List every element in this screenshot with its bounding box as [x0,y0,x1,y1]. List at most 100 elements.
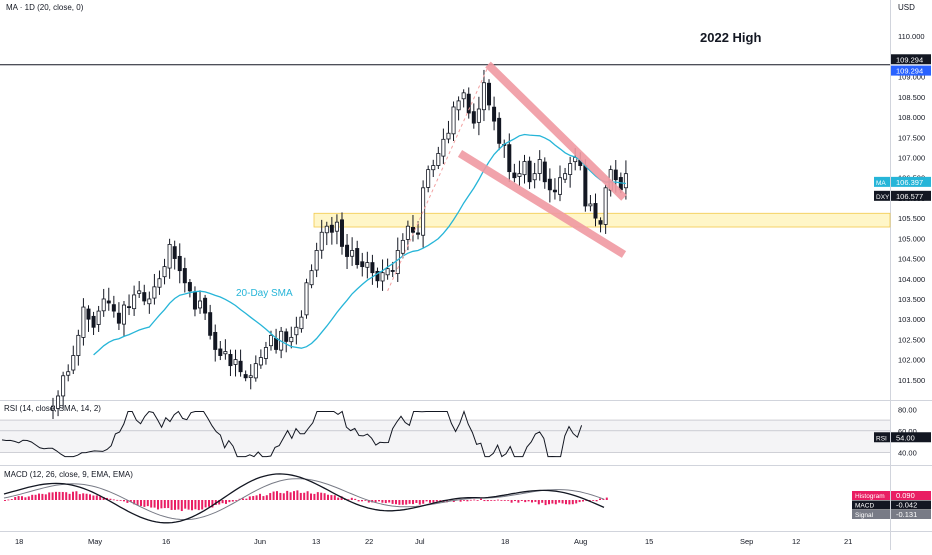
candle-body [471,111,476,124]
macd-histogram-bar [520,500,523,501]
candle-body [431,165,436,171]
candle-body [147,298,152,305]
macd-histogram-bar [123,500,125,502]
trend-dashed-line [387,64,490,292]
macd-histogram-bar [58,491,61,500]
candle [182,257,187,293]
candle [248,364,253,390]
candle [106,287,111,311]
macd-histogram-bar [388,500,391,503]
candle [258,349,263,369]
macd-histogram-bar [201,500,204,510]
macd-histogram-bar [408,500,411,504]
macd-histogram-bar [140,500,142,506]
candle [238,349,243,377]
price-tick-label: 110.000 [898,32,925,41]
candle-body [613,169,618,181]
candle-body [446,132,451,140]
price-tick-label: 103.000 [898,315,925,324]
macd-histogram-bar [252,496,255,500]
candle-body [238,360,243,373]
candle-body [81,306,86,338]
macd-histogram-bar [68,493,71,500]
candle-body [142,292,147,302]
price-tick-label: 103.500 [898,295,925,304]
macd-histogram-bar [398,500,401,505]
candle-body [537,159,542,174]
candle-body [116,312,121,324]
macd-histogram-bar [14,497,17,500]
candle-body [96,310,101,325]
macd-histogram-bar [582,500,584,502]
macd-histogram-bar [228,500,231,503]
candle [334,214,339,245]
macd-histogram-bar [507,500,510,501]
macd-histogram-bar [299,492,302,500]
rsi-axis-label: RSI [876,435,887,442]
candle-body [355,248,360,266]
macd-histogram-bar [4,500,6,501]
candle [476,96,481,136]
macd-histogram-bar [160,500,163,509]
macd-histogram-bar [184,500,187,509]
candle-body [390,270,395,272]
macd-histogram-bar [143,500,146,507]
candle [365,251,370,279]
candle-body [552,189,557,193]
candle-body [294,326,299,336]
dxy-price-tag: 106.577 [896,192,923,201]
candle-body [182,268,187,284]
candle [284,328,289,353]
candle [355,240,360,269]
macd-histogram-bar [578,500,581,503]
candle-body [172,246,177,259]
candle [142,284,147,306]
macd-value-macd: -0.042 [896,501,917,510]
high-price-tag-blue: 109.294 [896,67,923,76]
candle [157,270,162,295]
macd-histogram-bar [78,494,81,500]
macd-histogram-bar [255,495,258,500]
rsi-tick-label: 40.00 [898,448,917,457]
candle [213,324,218,362]
candle-body [522,161,527,176]
macd-histogram-bar [534,500,537,502]
macd-histogram-bar [517,500,520,503]
candle [192,286,197,317]
macd-legend-histogram: Histogram [855,493,885,500]
candle [441,128,446,164]
candle-body [339,219,344,247]
candle [481,69,486,122]
candle-body [436,153,441,166]
price-tick-label: 109.000 [898,73,925,82]
candle-body [243,374,248,379]
candle-body [203,297,208,314]
candle [436,146,441,170]
macd-histogram-bar [469,499,472,501]
candle [416,221,421,240]
macd-histogram-bar [170,500,173,510]
candle [426,165,431,193]
candle-body [487,82,492,106]
macd-value-bg [891,491,931,500]
rsi-line [1,409,583,458]
candle [314,242,319,278]
candle-body [395,250,400,274]
macd-histogram-bar [265,495,268,500]
candle [56,390,61,417]
macd-histogram-bar [89,494,91,500]
rsi-axis-label-bg [874,432,890,443]
macd-histogram-bar [432,500,435,503]
macd-histogram-bar [242,498,244,500]
candle-body [507,144,512,173]
candle [66,364,71,382]
macd-histogram-bar [459,500,462,502]
macd-histogram-bar [463,500,465,501]
candle [466,87,471,119]
candle-body [542,161,547,183]
macd-legend-macd: MACD [855,503,874,510]
candle [309,264,314,289]
macd-histogram-bar [313,493,316,500]
candle [203,294,208,320]
